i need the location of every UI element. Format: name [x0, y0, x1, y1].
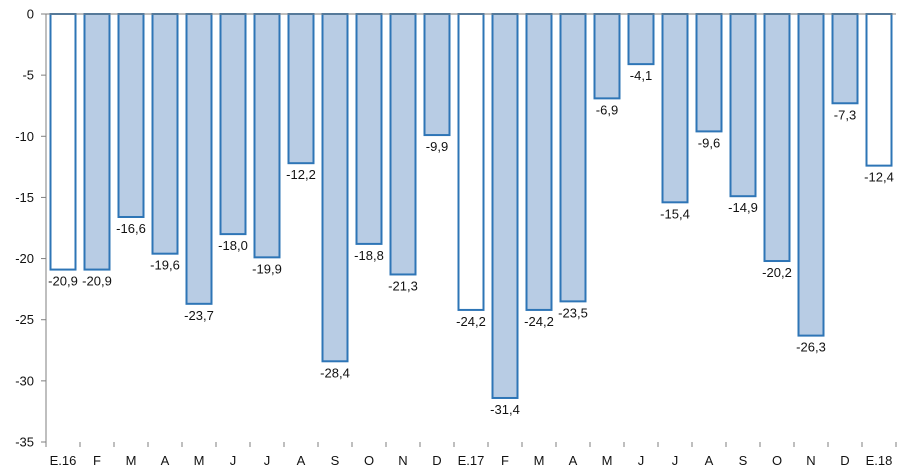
x-tick-label: O: [772, 453, 782, 468]
x-tick-label: F: [501, 453, 509, 468]
x-tick-label: A: [161, 453, 170, 468]
bar-2: [117, 13, 145, 218]
bar-6: [253, 13, 281, 259]
data-label: -24,2: [524, 314, 554, 329]
x-tick-label: J: [230, 453, 237, 468]
data-label: -20,9: [82, 274, 112, 289]
y-tick-label: -5: [22, 68, 34, 83]
x-tick-label: F: [93, 453, 101, 468]
data-label: -6,9: [596, 102, 618, 117]
bar-13: [491, 13, 519, 399]
y-tick-label: -20: [15, 251, 34, 266]
x-tick-label: D: [432, 453, 441, 468]
data-label: -9,6: [698, 135, 720, 150]
data-label: -31,4: [490, 402, 520, 417]
x-tick-label: O: [364, 453, 374, 468]
y-tick-label: -15: [15, 190, 34, 205]
data-label: -15,4: [660, 206, 690, 221]
data-label: -20,2: [762, 265, 792, 280]
data-label: -16,6: [116, 221, 146, 236]
x-tick-label: E.16: [50, 453, 77, 468]
bar-8: [321, 13, 349, 363]
bar-3: [151, 13, 179, 255]
x-tick-label: M: [126, 453, 137, 468]
bar-16: [593, 13, 621, 100]
data-label: -24,2: [456, 314, 486, 329]
data-label: -19,6: [150, 258, 180, 273]
x-tick-label: S: [739, 453, 748, 468]
data-label: -7,3: [834, 107, 856, 122]
bar-15: [559, 13, 587, 303]
bar-7: [287, 13, 315, 165]
data-label: -28,4: [320, 365, 350, 380]
data-label: -12,4: [864, 170, 894, 185]
data-label: -18,0: [218, 238, 248, 253]
data-label: -26,3: [796, 340, 826, 355]
x-tick-label: D: [840, 453, 849, 468]
x-tick-label: A: [569, 453, 578, 468]
y-tick-label: -25: [15, 312, 34, 327]
bar-14: [525, 13, 553, 311]
data-label: -19,9: [252, 261, 282, 276]
data-labels: -20,9 -20,9 -16,6 -19,6 -23,7 -18,0 -19,9 -12,2…: [48, 68, 894, 417]
data-label: -23,7: [184, 308, 214, 323]
x-tick-label: E.18: [866, 453, 893, 468]
bars: [49, 13, 893, 399]
data-label: -9,9: [426, 139, 448, 154]
x-tick-label: J: [638, 453, 645, 468]
bar-9: [355, 13, 383, 245]
x-tick-label: S: [331, 453, 340, 468]
bar-22: [797, 13, 825, 337]
bar-24: [865, 13, 893, 167]
data-label: -14,9: [728, 200, 758, 215]
bar-20: [729, 13, 757, 198]
y-tick-label: 0: [27, 7, 34, 22]
bar-10: [389, 13, 417, 276]
x-tick-label: A: [297, 453, 306, 468]
data-label: -18,8: [354, 248, 384, 263]
x-axis: E.16 F M A M J J A S O N D E.17 F M A M J J A S O N D E.18: [45, 13, 897, 468]
bar-23: [831, 13, 859, 105]
bar-1: [83, 13, 111, 271]
bar-19: [695, 13, 723, 133]
data-label: -23,5: [558, 305, 588, 320]
x-tick-label: M: [602, 453, 613, 468]
data-label: -21,3: [388, 278, 418, 293]
bar-18: [661, 13, 689, 204]
y-axis: 0 -5 -10 -15 -20 -25 -30 -35: [15, 7, 47, 450]
data-label: -4,1: [630, 68, 652, 83]
y-tick-label: -10: [15, 129, 34, 144]
x-tick-label: N: [806, 453, 815, 468]
bar-11: [423, 13, 451, 137]
y-tick-label: -30: [15, 373, 34, 388]
x-tick-label: A: [705, 453, 714, 468]
bar-5: [219, 13, 247, 236]
data-label: -20,9: [48, 274, 78, 289]
bar-4: [185, 13, 213, 305]
bar-17: [627, 13, 655, 66]
x-tick-label: M: [534, 453, 545, 468]
y-tick-label: -35: [15, 435, 34, 450]
x-tick-label: E.17: [458, 453, 485, 468]
bar-12: [457, 13, 485, 311]
bar-21: [763, 13, 791, 263]
x-tick-label: J: [672, 453, 679, 468]
x-tick-label: J: [264, 453, 271, 468]
data-label: -12,2: [286, 167, 316, 182]
x-tick-label: M: [194, 453, 205, 468]
bar-0: [49, 13, 77, 271]
x-tick-label: N: [398, 453, 407, 468]
